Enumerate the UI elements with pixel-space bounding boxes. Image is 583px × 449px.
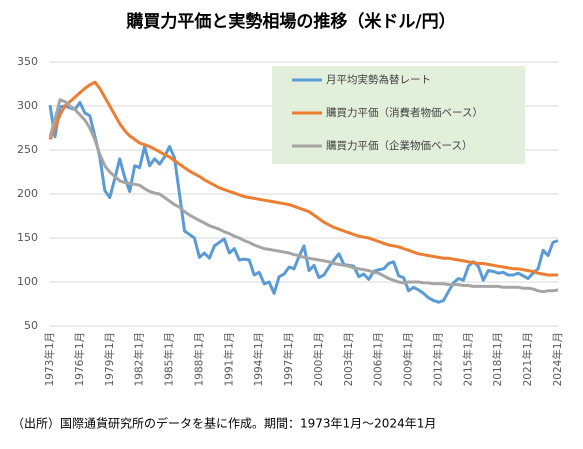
y-tick-label: 100 [17,275,38,288]
x-tick-label: 2015年1月 [461,332,474,386]
x-tick-label: 1982年1月 [133,332,146,386]
x-tick-label: 1973年1月 [43,332,56,386]
x-tick-label: 1994年1月 [252,332,265,386]
legend-label: 月平均実勢為替レート [326,73,431,86]
x-tick-label: 2024年1月 [551,332,564,386]
x-tick-label: 1988年1月 [192,332,205,386]
x-tick-label: 2009年1月 [402,332,415,386]
series-line [48,98,559,294]
x-tick-label: 1997年1月 [282,332,295,386]
y-tick-label: 250 [17,143,38,156]
x-tick-label: 2006年1月 [372,332,385,386]
x-tick-label: 2018年1月 [491,332,504,386]
legend-box [272,66,525,164]
y-tick-label: 350 [17,55,38,68]
legend-label: 購買力平価（消費者物価ベース） [326,106,483,119]
source-note: （出所）国際通貨研究所のデータを基に作成。期間：1973年1月～2024年1月 [12,416,436,431]
x-tick-label: 2012年1月 [431,332,444,386]
x-tick-label: 1991年1月 [222,332,235,386]
x-tick-label: 2000年1月 [312,332,325,386]
chart-title: 購買力平価と実勢相場の推移（米ドル/円） [126,11,455,32]
x-tick-label: 2003年1月 [342,332,355,386]
y-tick-label: 150 [17,231,38,244]
x-tick-label: 1985年1月 [163,332,176,386]
x-tick-label: 1979年1月 [103,332,116,386]
x-tick-label: 1976年1月 [73,332,86,386]
y-tick-label: 50 [24,319,38,332]
y-tick-label: 200 [17,187,38,200]
series-line [48,80,558,277]
legend-label: 購買力平価（企業物価ベース） [326,139,472,152]
y-tick-label: 300 [17,99,38,112]
x-tick-label: 2021年1月 [521,332,534,386]
